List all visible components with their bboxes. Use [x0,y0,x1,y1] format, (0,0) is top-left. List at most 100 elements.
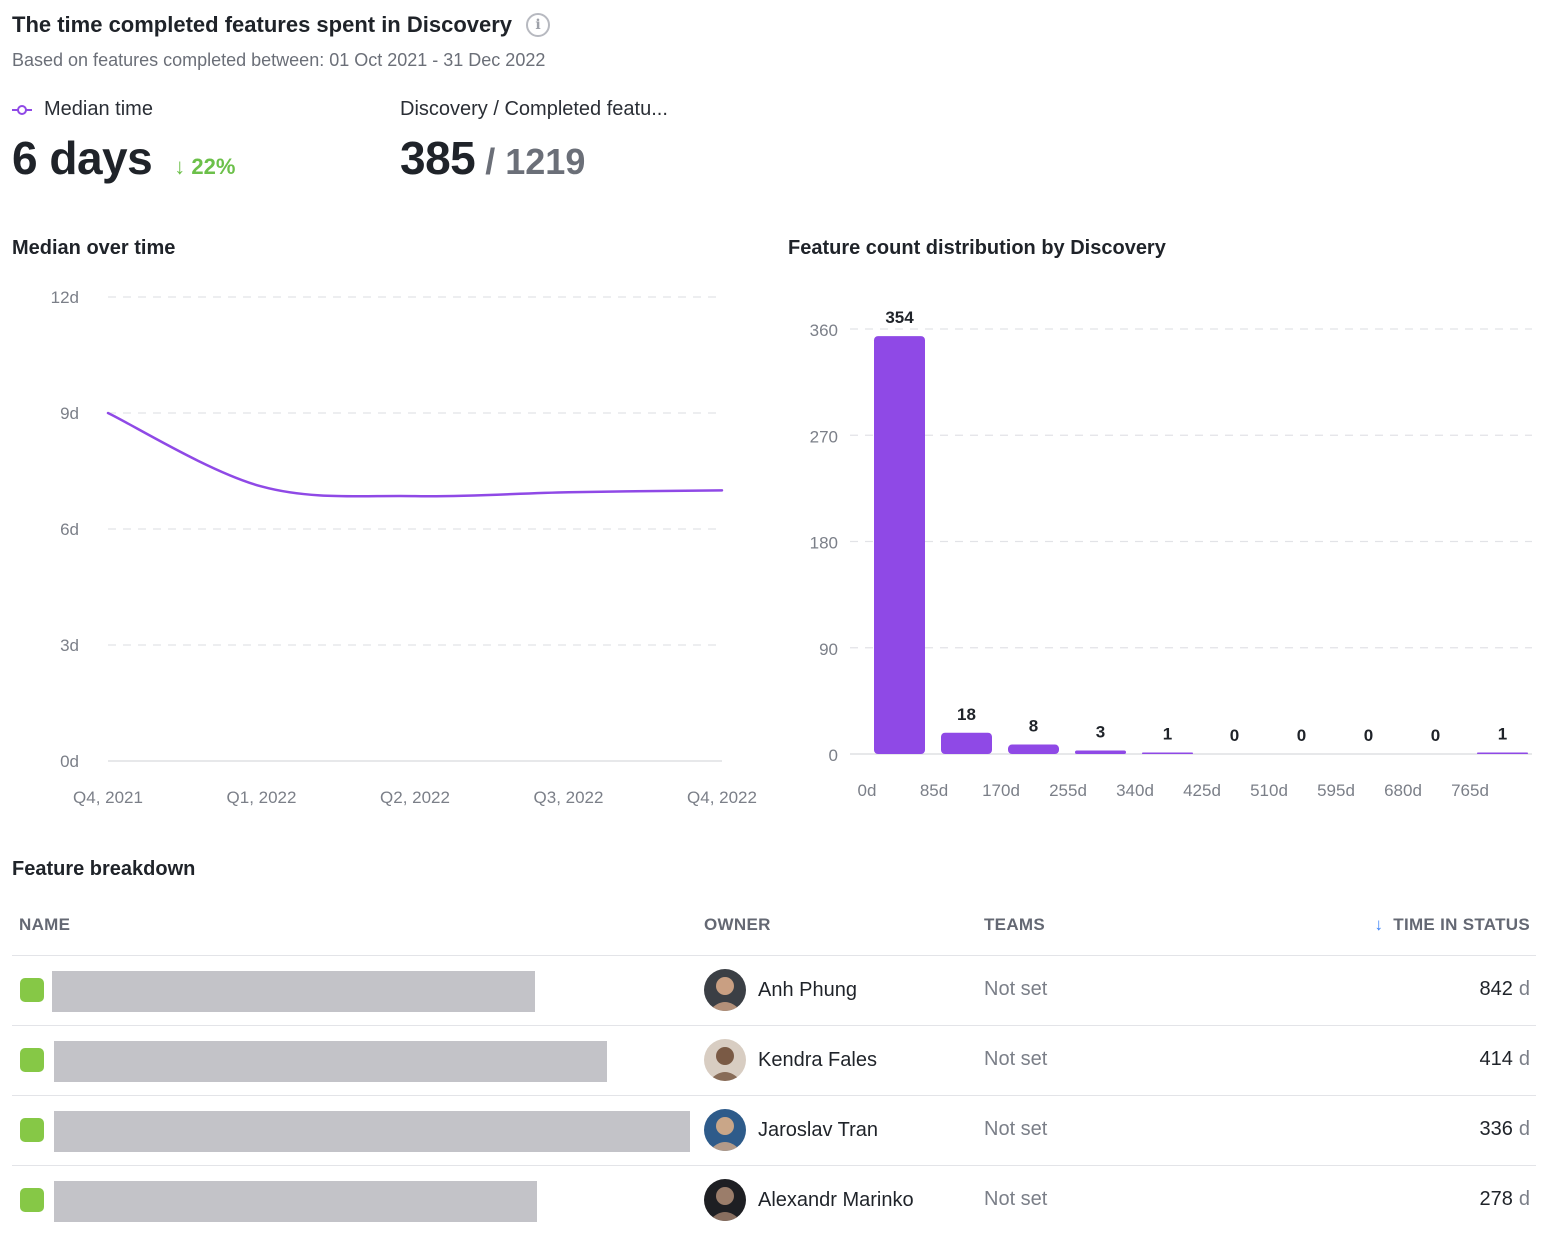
bar [1142,752,1193,754]
ratio-total: 1219 [505,141,586,182]
arrow-down-icon: ↓ [174,154,186,179]
teams-cell: Not set [984,1048,1048,1070]
owner-cell[interactable]: Jaroslav Tran [704,1109,878,1151]
feature-name-redacted[interactable] [54,1111,690,1152]
bar [1075,750,1126,754]
x-tick-label: 595d [1317,781,1355,800]
avatar-image [704,1179,746,1221]
table-row[interactable]: Jaroslav Tran Not set 336 d [12,1096,1536,1166]
table-row[interactable]: Alexandr Marinko Not set 278 d [12,1166,1536,1234]
time-value: 414 [1479,1048,1513,1070]
x-tick-label: 340d [1116,781,1154,800]
bar-value-label: 0 [1230,726,1239,745]
avatar [704,1109,746,1151]
median-value: 6 days [12,132,153,184]
time-value: 336 [1479,1118,1513,1140]
y-tick-label: 6d [60,520,79,539]
column-header-owner[interactable]: OWNER [704,915,771,934]
bar-value-label: 0 [1364,726,1373,745]
x-tick-label: 680d [1384,781,1422,800]
status-square-icon [20,1048,44,1072]
y-tick-label: 9d [60,404,79,423]
owner-cell[interactable]: Alexandr Marinko [704,1179,914,1221]
y-tick-label: 12d [51,288,79,307]
median-delta-value: 22% [191,154,236,179]
avatar [704,1039,746,1081]
median-label: Median time [12,98,235,121]
bar-value-label: 18 [957,705,976,724]
owner-name: Anh Phung [758,978,857,1001]
teams-cell: Not set [984,978,1048,1000]
table-row[interactable]: Anh Phung Not set 842 d [12,956,1536,1026]
line-chart-title: Median over time [12,237,176,259]
feature-table: NAME OWNER TEAMS ↓ TIME IN STATUS Anh Phu… [12,900,1536,1234]
x-tick-label: 425d [1183,781,1221,800]
x-tick-label: 510d [1250,781,1288,800]
time-in-status-cell: 278 d [1480,1188,1531,1211]
status-square-icon [20,1188,44,1212]
table-title: Feature breakdown [12,858,196,880]
bar-value-label: 354 [885,308,914,327]
column-header-name[interactable]: NAME [19,915,71,934]
column-header-time[interactable]: ↓ TIME IN STATUS [1374,915,1530,935]
bar [1477,752,1528,754]
header: The time completed features spent in Dis… [12,12,551,38]
avatar-image [704,1039,746,1081]
median-legend-icon [12,104,32,116]
time-unit: d [1518,1188,1530,1210]
time-value: 842 [1479,978,1513,1000]
bar [874,336,925,754]
bar-value-label: 1 [1498,725,1507,744]
y-tick-label: 3d [60,636,79,655]
avatar-image [704,1109,746,1151]
ratio-value: 385 [400,132,476,184]
avatar [704,969,746,1011]
status-square-icon [20,978,44,1002]
teams-cell: Not set [984,1118,1048,1140]
status-square-icon [20,1118,44,1142]
time-unit: d [1518,1118,1530,1140]
owner-cell[interactable]: Kendra Fales [704,1039,877,1081]
x-tick-label: Q4, 2022 [687,788,757,807]
column-header-teams[interactable]: TEAMS [984,915,1045,934]
feature-name-redacted[interactable] [52,971,535,1012]
ratio-metric: Discovery / Completed featu... 385 / 121… [400,98,668,185]
feature-name-redacted[interactable] [54,1181,537,1222]
table-header: NAME OWNER TEAMS ↓ TIME IN STATUS [12,900,1536,956]
ratio-label: Discovery / Completed featu... [400,98,668,120]
bar-chart-title: Feature count distribution by Discovery [788,237,1166,259]
x-tick-label: 170d [982,781,1020,800]
time-in-status-cell: 336 d [1480,1118,1531,1141]
y-tick-label: 270 [810,427,838,446]
time-in-status-cell: 414 d [1480,1048,1531,1071]
x-tick-label: 85d [920,781,948,800]
distribution-bar-chart: 0 90 180 270 360 354 0d 18 85d 8 170d 3 255d 1 340d 0 42… [810,308,1532,800]
x-tick-label: 765d [1451,781,1489,800]
x-tick-label: Q1, 2022 [227,788,297,807]
owner-name: Alexandr Marinko [758,1188,914,1211]
bar-value-label: 8 [1029,717,1038,736]
arrow-down-icon[interactable]: ↓ [1374,915,1384,934]
owner-cell[interactable]: Anh Phung [704,969,857,1011]
avatar-image [704,969,746,1011]
page-subtitle: Based on features completed between: 01 … [12,50,546,70]
x-tick-label: Q4, 2021 [73,788,143,807]
y-tick-label: 180 [810,534,838,553]
time-unit: d [1518,978,1530,1000]
median-label-text: Median time [44,98,153,120]
table-body: Anh Phung Not set 842 d Kendra Fales Not set 4… [12,956,1536,1234]
owner-name: Jaroslav Tran [758,1118,879,1141]
y-tick-label: 0d [60,752,79,771]
bar-value-label: 0 [1431,726,1440,745]
feature-name-redacted[interactable] [54,1041,607,1082]
median-value-row: 6 days ↓ 22% [12,131,235,185]
y-tick-label: 360 [810,321,838,340]
info-icon[interactable]: i [526,13,551,37]
table-row[interactable]: Kendra Fales Not set 414 d [12,1026,1536,1096]
median-metric: Median time 6 days ↓ 22% [12,98,235,185]
y-tick-label: 90 [819,640,838,659]
avatar [704,1179,746,1221]
owner-name: Kendra Fales [758,1048,877,1071]
median-line-chart: 0d 3d 6d 9d 12d Q4, 2021 Q1, 2022 Q2, 2022 Q3, 2… [51,288,757,807]
ratio-separator: / [485,141,496,182]
